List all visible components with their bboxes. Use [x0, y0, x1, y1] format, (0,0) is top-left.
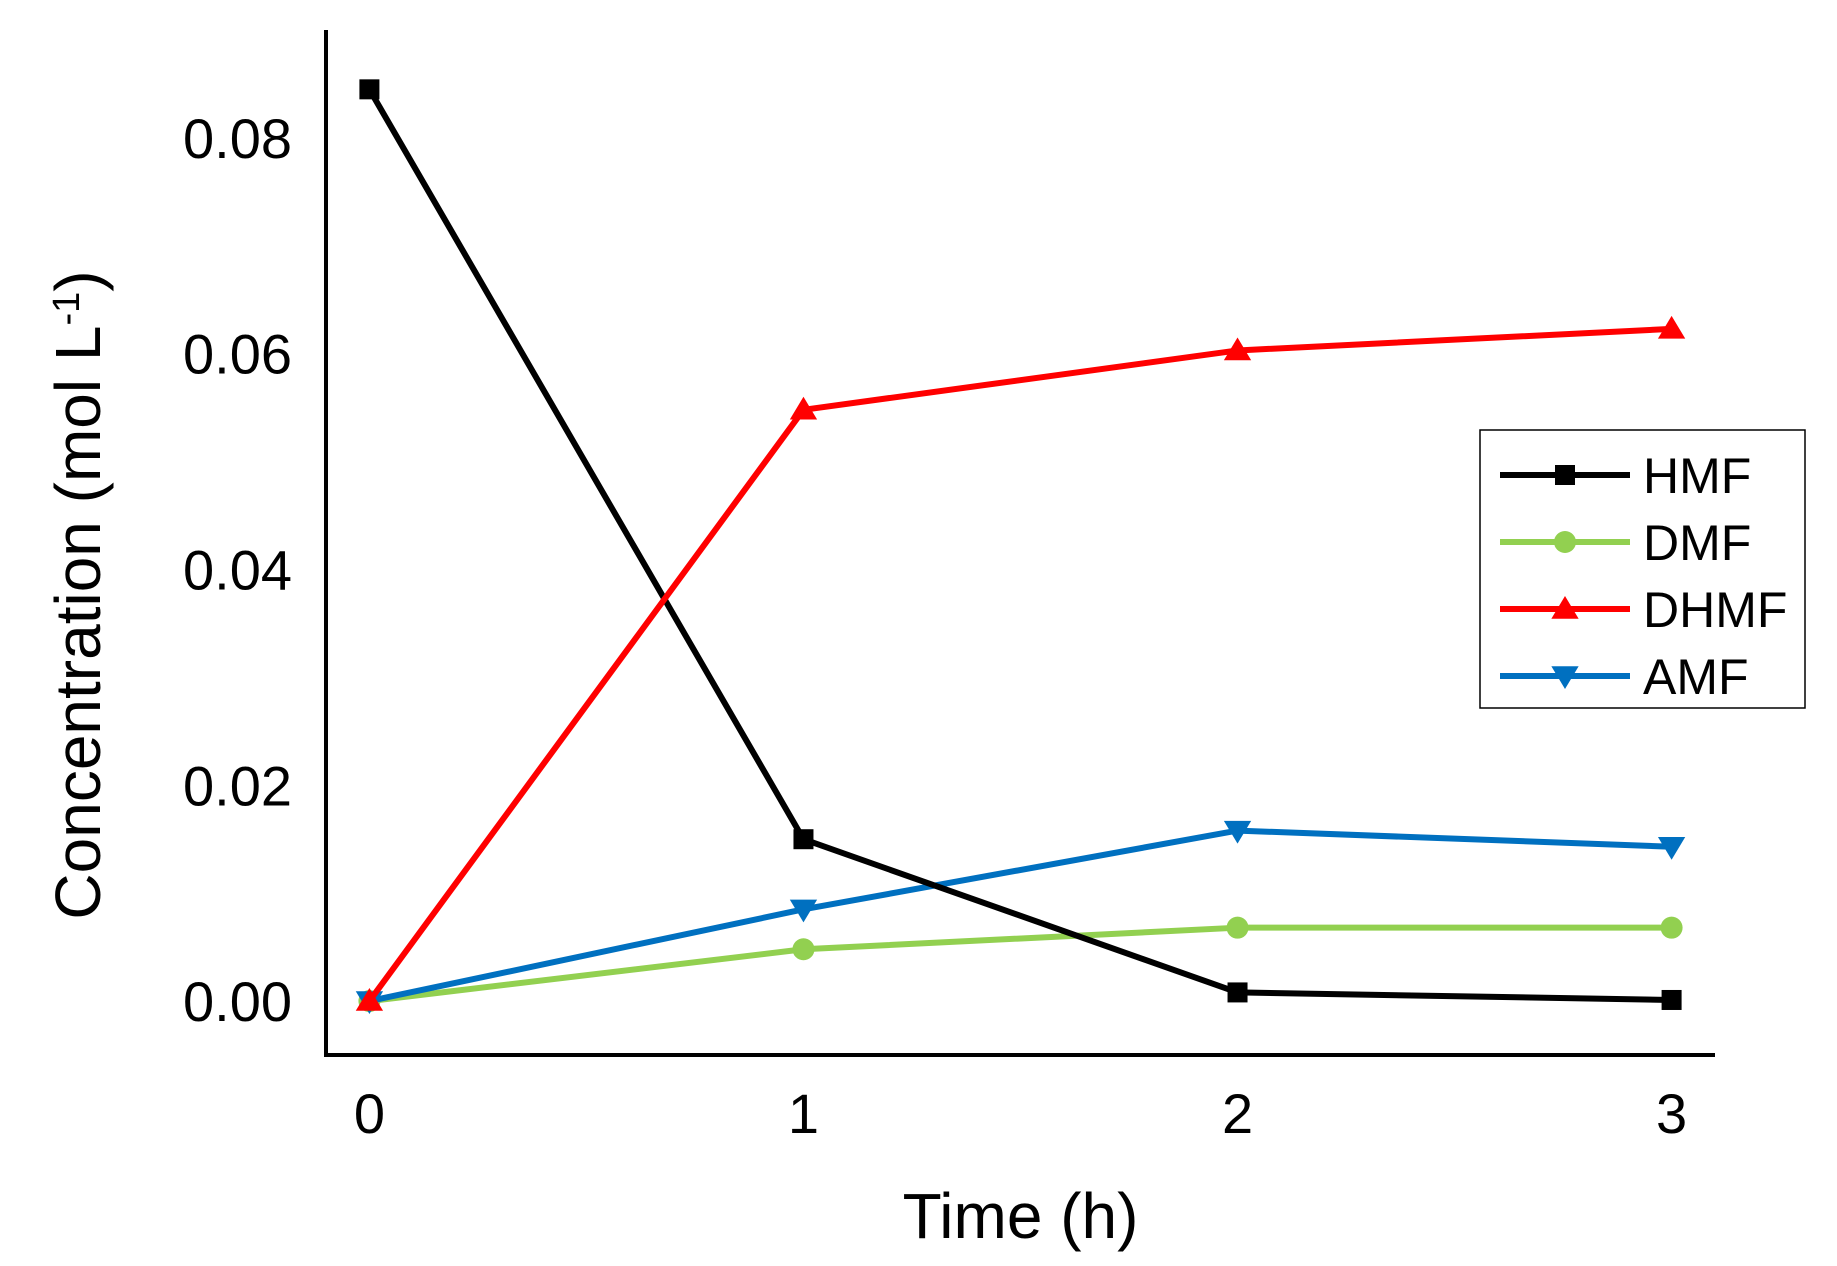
y-axis-title: Concentration (mol L-1): [42, 270, 114, 919]
legend: HMF DMF DHMF AMF: [1479, 429, 1806, 709]
data-point-amf: [789, 899, 818, 923]
legend-label-amf: AMF: [1643, 649, 1749, 705]
x-tick-label: 3: [1656, 1082, 1687, 1145]
series-layer: [355, 79, 1686, 1015]
data-point-hmf: [359, 79, 380, 100]
data-point-amf: [1657, 837, 1686, 860]
legend-item-dmf: DMF: [1500, 515, 1751, 571]
legend-items: HMF DMF DHMF AMF: [1500, 448, 1787, 705]
x-tick-label: 0: [354, 1082, 385, 1145]
legend-item-dhmf: DHMF: [1500, 582, 1787, 638]
legend-marker-dhmf: [1551, 596, 1579, 619]
data-point-hmf: [1227, 982, 1248, 1003]
data-point-amf: [1223, 820, 1252, 844]
x-tick-label: 2: [1222, 1082, 1253, 1145]
legend-marker-amf: [1551, 666, 1579, 689]
data-point-dmf: [1226, 916, 1249, 939]
y-tick-label: 0.06: [183, 323, 292, 386]
x-ticks: 0 1 2 3: [354, 1082, 1687, 1145]
legend-marker-hmf: [1555, 465, 1575, 485]
legend-label-dhmf: DHMF: [1643, 582, 1787, 638]
series-line-amf: [368, 827, 1672, 1004]
x-tick-label: 1: [788, 1082, 819, 1145]
legend-item-amf: AMF: [1500, 649, 1749, 705]
y-tick-label: 0.00: [183, 970, 292, 1033]
legend-label-dmf: DMF: [1643, 515, 1751, 571]
legend-label-hmf: HMF: [1643, 448, 1751, 504]
data-point-dhmf: [355, 988, 384, 1011]
series-line-dhmf: [366, 325, 1672, 1003]
series-dhmf: [355, 315, 1686, 1011]
y-tick-label: 0.08: [183, 107, 292, 170]
series-amf: [355, 820, 1686, 1015]
data-point-dmf: [792, 938, 815, 961]
legend-item-hmf: HMF: [1500, 448, 1751, 504]
y-axis-title-superscript: -1: [46, 292, 88, 326]
series-line-dmf: [369, 924, 1672, 1005]
axes: [324, 30, 1715, 1057]
y-axis-title-close: ): [42, 270, 114, 291]
data-point-hmf: [1661, 989, 1682, 1010]
y-tick-label: 0.04: [183, 538, 292, 601]
x-axis-title: Time (h): [903, 1180, 1139, 1252]
data-point-dmf: [1660, 916, 1683, 939]
legend-marker-dmf: [1554, 531, 1576, 553]
series-hmf: [359, 79, 1682, 1010]
y-axis-title-main: Concentration (mol L: [42, 326, 114, 920]
y-tick-label: 0.02: [183, 754, 292, 817]
series-line-hmf: [366, 87, 1672, 1003]
data-point-dhmf: [1657, 315, 1686, 339]
data-point-dhmf: [1223, 337, 1252, 361]
y-ticks: 0.00 0.02 0.04 0.06 0.08: [183, 107, 292, 1033]
data-point-hmf: [793, 829, 814, 850]
data-point-dhmf: [789, 396, 818, 420]
